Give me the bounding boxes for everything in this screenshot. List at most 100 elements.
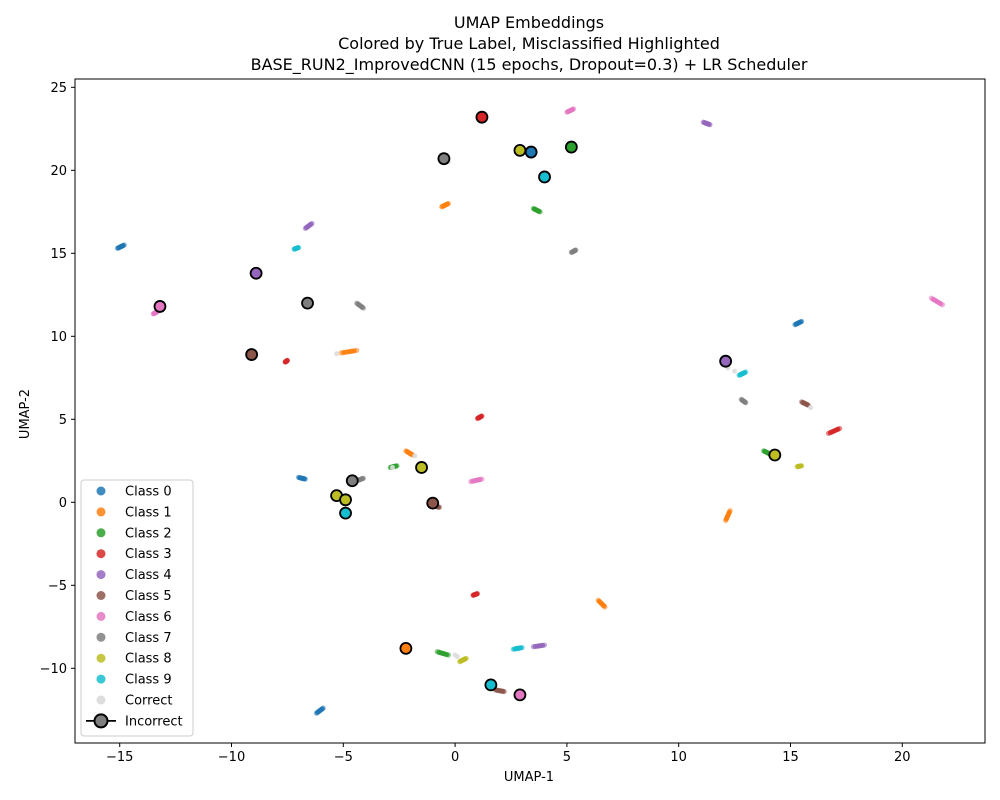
- legend-label: Class 7: [125, 631, 172, 646]
- legend-item: Class 6: [96, 610, 172, 625]
- y-tick-label: 5: [59, 413, 67, 428]
- legend-label: Class 5: [125, 589, 172, 604]
- legend-item: Class 4: [96, 568, 172, 583]
- correct-point: [727, 508, 733, 514]
- y-axis-label: UMAP-2: [18, 389, 33, 439]
- chart-title: UMAP Embeddings Colored by True Label, M…: [251, 13, 808, 75]
- correct-point: [707, 122, 713, 128]
- legend-item: Class 1: [96, 505, 172, 520]
- misclassified-point: [768, 448, 782, 462]
- misclassified-point: [475, 110, 489, 124]
- legend-marker: [96, 611, 106, 621]
- misclassified-point: [301, 296, 314, 310]
- x-tick-label: 0: [451, 750, 459, 765]
- cluster-class-6: [928, 295, 946, 308]
- cluster-class-0: [313, 705, 326, 716]
- correct-point: [799, 463, 805, 469]
- legend-item: Class 8: [96, 652, 172, 667]
- cluster-class-3: [474, 413, 485, 422]
- legend: Class 0 Class 1 Class 2 Class 3 Class 4 Class…: [80, 479, 194, 737]
- legend-label: Class 4: [125, 568, 172, 583]
- legend-item: Class 7: [96, 631, 172, 646]
- x-tick-label: 15: [782, 750, 799, 765]
- y-tick-label: −5: [48, 579, 67, 594]
- misclassified-point: [513, 688, 527, 702]
- cluster-class-0: [114, 242, 127, 251]
- correct-point: [743, 400, 749, 406]
- misclassified-point: [339, 506, 352, 520]
- cluster-class-9: [510, 644, 525, 652]
- plot-area: [114, 106, 946, 716]
- y-tick-label: 10: [50, 330, 67, 345]
- plot-frame: [74, 78, 986, 744]
- cluster-class-2: [434, 649, 451, 658]
- correct-point: [394, 463, 400, 469]
- legend-item: Incorrect: [86, 713, 183, 729]
- legend-label: Class 2: [125, 526, 172, 541]
- misclassified-point: [399, 641, 413, 655]
- title-line-3: BASE_RUN2_ImprovedCNN (15 epochs, Dropou…: [251, 55, 808, 75]
- cluster-class-5: [799, 399, 811, 408]
- legend-label: Class 8: [125, 652, 172, 667]
- legend-marker: [96, 570, 106, 580]
- cluster-class-8: [456, 655, 469, 665]
- cluster-class-3: [825, 425, 843, 437]
- cluster-class-9: [291, 244, 302, 252]
- correct-point: [360, 475, 367, 481]
- correct-point: [320, 705, 326, 711]
- cluster-class-8: [794, 463, 805, 470]
- misclassified-point: [426, 496, 440, 510]
- cluster-class-6: [564, 106, 577, 115]
- correct-point: [541, 642, 548, 648]
- correct-point: [360, 305, 367, 311]
- legend-item: Class 9: [96, 673, 172, 688]
- legend-label: Class 0: [125, 485, 172, 500]
- correct-point: [808, 405, 814, 411]
- correct-point: [799, 318, 805, 324]
- legend-marker: [96, 486, 106, 496]
- legend-marker: [96, 591, 106, 600]
- correct-point: [479, 413, 485, 419]
- correct-point: [837, 425, 843, 432]
- legend-item: Class 5: [96, 589, 172, 604]
- cluster-class-3: [282, 357, 291, 365]
- correct-point: [445, 652, 451, 658]
- legend-box: [80, 479, 194, 737]
- cluster-class-0: [295, 474, 308, 482]
- correct-point: [519, 644, 525, 651]
- legend-label: Correct: [125, 694, 172, 709]
- cluster-class-1: [595, 597, 608, 610]
- correct-point: [295, 244, 302, 251]
- cluster-class-4: [302, 220, 315, 231]
- legend-item: Correct: [96, 694, 172, 709]
- x-tick-label: 20: [894, 750, 911, 765]
- cluster-class-1: [338, 347, 360, 356]
- legend-marker: [96, 507, 106, 517]
- misclassified-point: [249, 266, 263, 280]
- misclassified-point: [437, 152, 451, 166]
- cluster-class-7: [354, 300, 367, 311]
- misclassified-point: [538, 170, 551, 184]
- cluster-class-9: [736, 369, 749, 378]
- correct-point: [284, 357, 291, 363]
- cluster-class-2: [530, 205, 543, 215]
- cluster-class-1: [723, 508, 733, 524]
- cluster-class-1: [439, 200, 451, 210]
- misclassified-point: [339, 493, 352, 507]
- correct-point: [445, 200, 451, 207]
- cluster-class-5: [492, 687, 507, 695]
- title-line-2: Colored by True Label, Misclassified Hig…: [338, 34, 720, 53]
- legend-marker: [93, 713, 109, 729]
- x-tick-label: −10: [218, 750, 245, 765]
- correct-point: [302, 476, 308, 482]
- correct-point: [743, 369, 749, 375]
- legend-item: Class 3: [96, 547, 172, 562]
- axes: −15 −10 −5 0 5 10 15 20 −10 −5 0 5 10 15 20 25: [40, 78, 986, 765]
- correct-point: [121, 242, 127, 248]
- x-tick-label: −15: [106, 750, 133, 765]
- misclassified-point: [484, 678, 498, 692]
- correct-point: [602, 604, 608, 610]
- correct-point: [452, 652, 458, 658]
- correct-point: [501, 688, 507, 695]
